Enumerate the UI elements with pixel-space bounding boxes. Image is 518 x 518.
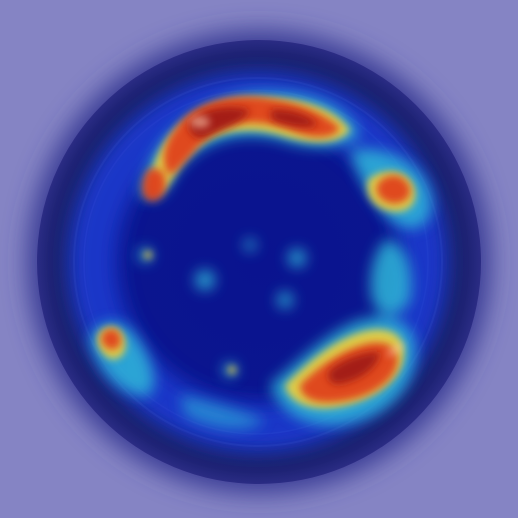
heat-highlights [190, 116, 404, 357]
heatmap [69, 73, 447, 451]
heat-hottest-layer [189, 107, 380, 385]
